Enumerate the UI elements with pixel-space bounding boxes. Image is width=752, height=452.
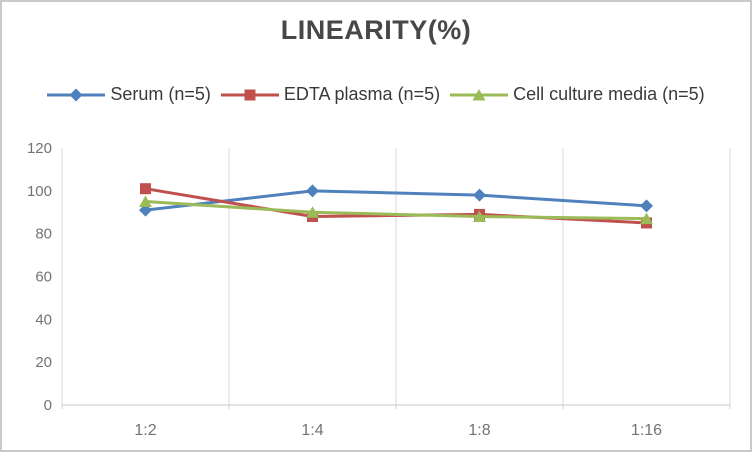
diamond-marker <box>473 188 486 202</box>
series-serum-n-5 <box>139 184 653 217</box>
legend-label: Cell culture media (n=5) <box>513 84 705 104</box>
square-marker <box>140 183 151 195</box>
legend-label: Serum (n=5) <box>110 84 211 104</box>
legend-label: EDTA plasma (n=5) <box>283 84 441 104</box>
y-axis-label: 40 <box>35 311 52 328</box>
diamond-marker <box>306 184 319 198</box>
triangle-marker <box>139 195 152 208</box>
legend-item-serum-n-5: Serum (n=5) <box>47 84 211 105</box>
legend-diamond-icon <box>47 88 106 101</box>
series-line <box>144 200 648 221</box>
series-cell-culture-media-n-5 <box>139 195 653 225</box>
y-axis-label: 80 <box>35 226 52 243</box>
legend: Serum (n=5) EDTA plasma (n=5) Cell culture… <box>2 84 750 105</box>
triangle-marker <box>306 206 319 218</box>
chart-title: LINEARITY(%) <box>280 15 472 45</box>
y-axis-label: 120 <box>27 140 52 157</box>
legend-triangle-icon <box>450 88 509 100</box>
x-axis-label: 1:2 <box>134 422 156 439</box>
triangle-marker <box>640 212 653 225</box>
legend-item-edta-plasma-n-5: EDTA plasma (n=5) <box>220 84 441 105</box>
legend-square-icon <box>220 89 279 100</box>
diamond-marker <box>640 199 653 213</box>
triangle-marker <box>472 88 486 100</box>
y-axis-label: 20 <box>35 354 52 371</box>
legend-item-cell-culture-media-n-5: Cell culture media (n=5) <box>450 84 705 105</box>
y-axis-label: 60 <box>35 269 52 286</box>
diamond-marker <box>69 88 83 101</box>
series-line <box>144 189 648 212</box>
x-axis-label: 1:16 <box>631 422 662 439</box>
x-axis-label: 1:8 <box>468 422 490 439</box>
x-axis-label: 1:4 <box>301 422 323 439</box>
square-marker <box>244 89 256 100</box>
y-axis-label: 0 <box>44 397 52 414</box>
y-axis-label: 100 <box>27 183 52 200</box>
triangle-marker <box>473 210 486 223</box>
